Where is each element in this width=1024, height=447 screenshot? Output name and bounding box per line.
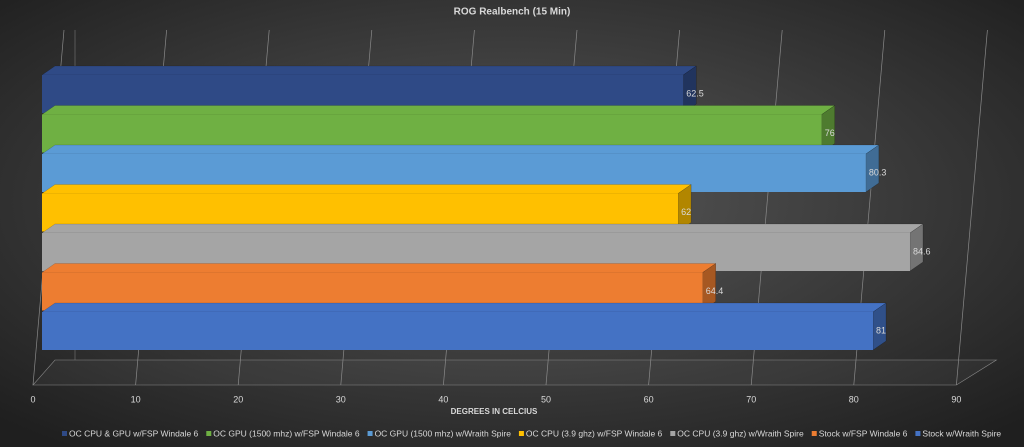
x-tick-label: 70	[746, 394, 756, 404]
legend-label: OC GPU (1500 mhz) w/FSP Windale 6	[213, 428, 360, 438]
x-tick-label: 0	[30, 394, 35, 404]
legend-label: OC CPU (3.9 ghz) w/Wraith Spire	[677, 428, 804, 438]
value-label: 76	[825, 128, 835, 138]
bar-top	[41, 263, 717, 273]
bar-top	[41, 223, 924, 234]
bar-top	[41, 184, 692, 194]
x-tick-label: 90	[951, 394, 961, 404]
bar-top	[41, 144, 880, 155]
floor	[32, 359, 998, 386]
x-tick-label: 30	[336, 394, 346, 404]
value-label: 62.5	[686, 88, 704, 98]
legend-label: OC CPU & GPU w/FSP Windale 6	[69, 428, 199, 438]
value-label: 62	[681, 207, 691, 217]
grid-line	[956, 29, 988, 386]
value-label: 81	[876, 325, 886, 335]
x-tick-label: 20	[233, 394, 243, 404]
bar-top	[41, 105, 836, 115]
bar-top	[41, 65, 698, 76]
x-axis-label: DEGREES IN CELCIUS	[451, 407, 538, 416]
value-label: 80.3	[869, 167, 887, 177]
legend-swatch	[811, 431, 817, 436]
legend-swatch	[62, 431, 67, 436]
legend-swatch	[915, 431, 921, 436]
x-tick-label: 80	[849, 394, 859, 404]
x-tick-label: 10	[131, 394, 141, 404]
legend-swatch	[670, 431, 676, 436]
legend-swatch	[206, 431, 212, 436]
x-tick-label: 60	[644, 394, 654, 404]
chart-title: ROG Realbench (15 Min)	[454, 7, 571, 18]
value-label: 84.6	[913, 246, 931, 256]
legend-label: OC CPU (3.9 ghz) w/FSP Windale 6	[526, 428, 663, 438]
bar	[42, 312, 874, 350]
x-tick-label: 50	[541, 394, 551, 404]
x-tick-label: 40	[438, 394, 448, 404]
bar-top	[41, 302, 887, 313]
legend-label: Stock w/FSP Windale 6	[819, 428, 908, 438]
legend-swatch	[518, 431, 524, 436]
value-label: 64.4	[706, 286, 724, 296]
legend-swatch	[367, 431, 373, 436]
legend-label: OC GPU (1500 mhz) w/Wraith Spire	[375, 428, 512, 438]
legend-label: Stock w/Wraith Spire	[922, 428, 1001, 438]
